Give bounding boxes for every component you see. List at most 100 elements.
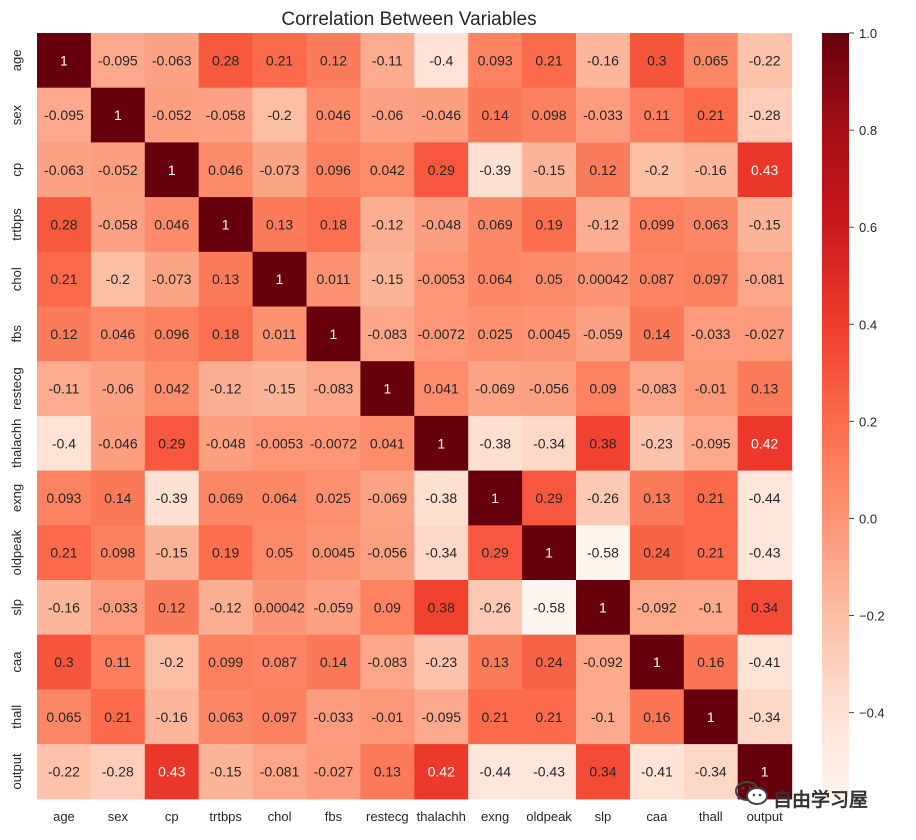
cell-value-label: 1 bbox=[114, 107, 122, 123]
heatmap-cell bbox=[198, 361, 254, 417]
cell-value-label: -0.058 bbox=[98, 216, 138, 232]
heatmap-cell bbox=[198, 470, 254, 526]
heatmap-cell bbox=[468, 689, 523, 745]
heatmap-cell bbox=[144, 142, 200, 198]
heatmap-cell bbox=[414, 689, 469, 745]
heatmap-cell bbox=[522, 306, 577, 362]
cell-value-label: 0.0045 bbox=[528, 326, 571, 342]
heatmap-cell bbox=[414, 361, 469, 417]
heatmap-cell bbox=[629, 361, 685, 417]
heatmap-cell bbox=[629, 33, 685, 89]
heatmap-cell bbox=[306, 251, 361, 308]
heatmap-cell bbox=[576, 142, 631, 198]
heatmap-cell bbox=[306, 415, 361, 472]
cell-value-label: 0.064 bbox=[478, 271, 513, 287]
cell-value-label: -0.43 bbox=[533, 763, 565, 779]
cell-value-label: 0.12 bbox=[158, 599, 185, 615]
colorbar-tick-label: −0.2 bbox=[859, 609, 885, 624]
cell-value-label: -0.16 bbox=[48, 599, 80, 615]
cell-value-label: 0.19 bbox=[535, 216, 562, 232]
heatmap-cell bbox=[414, 580, 469, 636]
cell-value-label: -0.073 bbox=[260, 162, 300, 178]
cell-value-label: 0.21 bbox=[697, 545, 724, 561]
heatmap-cell bbox=[144, 415, 200, 472]
cell-value-label: 0.042 bbox=[370, 162, 405, 178]
heatmap-cell bbox=[737, 306, 793, 362]
heatmap-cell bbox=[629, 415, 685, 472]
cell-value-label: 1 bbox=[491, 490, 499, 506]
heatmap-cell bbox=[90, 525, 146, 581]
cell-value-label: 0.097 bbox=[693, 271, 728, 287]
x-tick-label: cp bbox=[165, 809, 179, 824]
cell-value-label: 0.13 bbox=[751, 381, 778, 397]
heatmap-cell bbox=[360, 142, 415, 198]
cell-value-label: -0.16 bbox=[156, 709, 188, 725]
heatmap-cell bbox=[629, 306, 685, 362]
cell-value-label: 0.025 bbox=[478, 326, 513, 342]
heatmap-cell bbox=[198, 87, 254, 143]
heatmap-cell bbox=[629, 634, 685, 690]
cell-value-label: -0.12 bbox=[587, 216, 619, 232]
cell-value-label: 1 bbox=[437, 435, 445, 451]
heatmap-cell bbox=[683, 251, 739, 308]
cell-value-label: 0.0045 bbox=[312, 545, 355, 561]
cell-value-label: 0.065 bbox=[46, 709, 81, 725]
heatmap-cell bbox=[360, 744, 415, 800]
cell-value-label: 0.096 bbox=[154, 326, 189, 342]
heatmap-cell bbox=[144, 197, 200, 253]
heatmap-cell bbox=[468, 361, 523, 417]
watermark-text: 自由学习屋 bbox=[773, 789, 869, 811]
heatmap-cell bbox=[468, 525, 523, 581]
cell-value-label: 0.14 bbox=[643, 326, 670, 342]
heatmap-cell bbox=[414, 197, 469, 253]
cell-value-label: 0.11 bbox=[105, 654, 131, 670]
cell-value-label: -0.048 bbox=[206, 435, 246, 451]
cell-value-label: 0.042 bbox=[154, 381, 189, 397]
heatmap-cell bbox=[37, 306, 92, 362]
heatmap-cell bbox=[414, 415, 469, 472]
cell-value-label: -0.58 bbox=[533, 599, 565, 615]
cell-value-label: -0.22 bbox=[48, 763, 80, 779]
heatmap-cell bbox=[414, 634, 469, 690]
heatmap-cell bbox=[522, 197, 577, 253]
heatmap-cell bbox=[198, 744, 254, 800]
heatmap-cell bbox=[198, 415, 254, 472]
cell-value-label: -0.06 bbox=[371, 107, 403, 123]
cell-value-label: -0.15 bbox=[749, 216, 781, 232]
heatmap-cell bbox=[198, 197, 254, 253]
heatmap-cell bbox=[737, 580, 793, 636]
cell-value-label: 0.046 bbox=[208, 162, 243, 178]
cell-value-label: -0.23 bbox=[641, 435, 673, 451]
heatmap-cell bbox=[576, 33, 631, 89]
heatmap-cell bbox=[90, 306, 146, 362]
heatmap-cell bbox=[37, 470, 92, 526]
heatmap-cell bbox=[576, 580, 631, 636]
cell-value-label: -0.22 bbox=[749, 52, 781, 68]
heatmap-cell bbox=[629, 470, 685, 526]
cell-value-label: -0.0072 bbox=[418, 326, 466, 342]
heatmap-cell bbox=[683, 197, 739, 253]
cell-value-label: 0.011 bbox=[263, 326, 297, 342]
heatmap-cell bbox=[414, 470, 469, 526]
heatmap-cell bbox=[737, 361, 793, 417]
cell-value-label: 0.13 bbox=[212, 271, 239, 287]
heatmap-cell bbox=[468, 634, 523, 690]
cell-value-label: 0.13 bbox=[482, 654, 509, 670]
heatmap-cell bbox=[306, 306, 361, 362]
heatmap-cell bbox=[468, 142, 523, 198]
heatmap-cell bbox=[37, 251, 92, 308]
heatmap-cell bbox=[522, 744, 577, 800]
cell-value-label: 0.09 bbox=[374, 599, 401, 615]
heatmap-cell bbox=[576, 361, 631, 417]
cell-value-label: 0.14 bbox=[104, 490, 131, 506]
cell-value-label: -0.046 bbox=[421, 107, 461, 123]
heatmap-cell bbox=[360, 634, 415, 690]
heatmap-cell bbox=[37, 415, 92, 472]
cell-value-label: 0.21 bbox=[50, 271, 77, 287]
cell-value-label: 0.21 bbox=[535, 709, 562, 725]
heatmap-cell bbox=[306, 634, 361, 690]
y-tick-label: slp bbox=[9, 599, 24, 616]
heatmap-cell bbox=[683, 306, 739, 362]
x-tick-label: age bbox=[53, 809, 75, 824]
heatmap-cell bbox=[360, 689, 415, 745]
